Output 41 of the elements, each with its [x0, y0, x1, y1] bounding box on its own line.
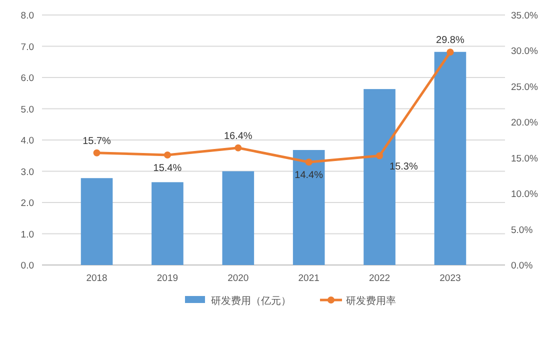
data-label: 14.4% [294, 170, 324, 182]
y-tick-label: 4.0 [20, 136, 34, 146]
y-tick-label: 8.0 [20, 10, 34, 22]
point [234, 144, 242, 152]
data-label: 29.8% [436, 35, 464, 46]
legend-label: 研发费用（亿元） [211, 295, 291, 307]
y2-tick-label: 25.0% [511, 82, 538, 93]
y2-tick-label: 30.0% [511, 46, 538, 58]
y-tick-label: 2.0 [20, 198, 34, 209]
y2-tick-label: 10.0% [511, 189, 538, 200]
y2-tick-label: 0.0% [511, 260, 534, 272]
y-tick-label: 0.0 [20, 260, 34, 272]
x-tick-label: 2019 [156, 273, 178, 284]
y-tick-label: 7.0 [20, 42, 34, 53]
y-tick-label: 1.0 [20, 229, 34, 240]
point [446, 48, 454, 56]
y-tick-label: 6.0 [20, 73, 34, 84]
x-tick-label: 2023 [440, 273, 461, 284]
data-label: 16.4% [224, 130, 252, 142]
bar [222, 171, 254, 265]
point [376, 152, 384, 160]
point [164, 152, 171, 158]
x-tick-label: 2020 [228, 273, 249, 284]
y-tick-label: 3.0 [20, 166, 34, 178]
x-tick-label: 2021 [298, 273, 320, 284]
x-tick-label: 2018 [86, 273, 108, 284]
bar [292, 150, 325, 265]
y-tick-label: 5.0 [20, 104, 34, 116]
point [93, 149, 100, 156]
y2-tick-label: 5.0% [511, 224, 534, 236]
bar [434, 52, 466, 265]
bar [80, 178, 113, 265]
y2-tick-label: 20.0% [511, 118, 538, 129]
bar [152, 182, 184, 265]
y2-tick-label: 35.0% [511, 10, 538, 22]
data-label: 15.4% [153, 163, 182, 174]
point [305, 158, 312, 166]
y2-tick-label: 15.0% [511, 153, 538, 164]
legend-label: 研发费用率 [346, 295, 396, 307]
x-tick-label: 2022 [368, 273, 390, 284]
data-label: 15.7% [82, 136, 112, 147]
